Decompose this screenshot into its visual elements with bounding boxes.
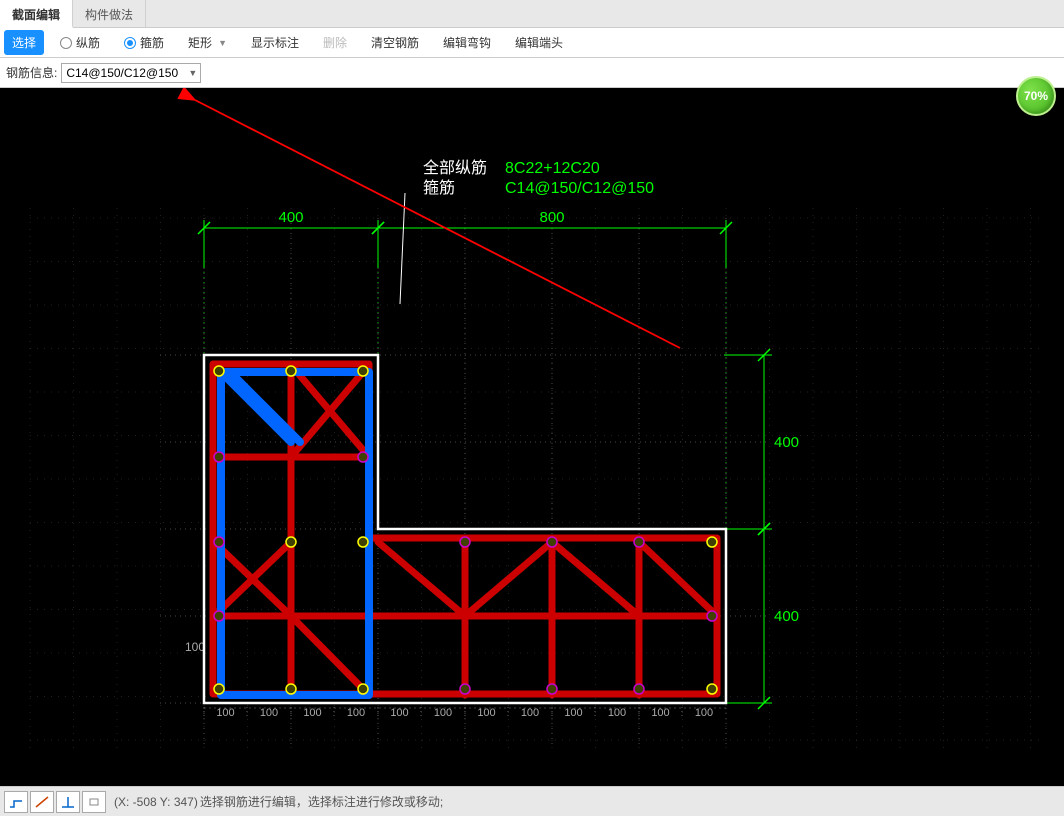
infobar: 钢筋信息: ▼ <box>0 58 1064 88</box>
svg-text:100: 100 <box>564 707 582 719</box>
status-bar: (X: -508 Y: 347) 选择钢筋进行编辑，选择标注进行修改或移动; <box>0 786 1064 816</box>
svg-text:400: 400 <box>278 209 303 226</box>
percent-badge[interactable]: 70% <box>1016 76 1056 116</box>
svg-text:100: 100 <box>347 707 365 719</box>
radio-longitudinal[interactable]: 纵筋 <box>52 30 108 55</box>
delete-button[interactable]: 删除 <box>315 30 355 55</box>
svg-text:100: 100 <box>608 707 626 719</box>
svg-text:全部纵筋: 全部纵筋 <box>423 159 487 177</box>
rebar-info-label: 钢筋信息: <box>6 64 57 81</box>
rebar-info-input[interactable] <box>61 63 201 83</box>
svg-text:100: 100 <box>434 707 452 719</box>
svg-text:100: 100 <box>651 707 669 719</box>
svg-text:100: 100 <box>477 707 495 719</box>
radio-stirrup[interactable]: 箍筋 <box>116 30 172 55</box>
rect-label: 矩形 <box>188 34 212 51</box>
svg-text:100: 100 <box>216 707 234 719</box>
svg-text:C14@150/C12@150: C14@150/C12@150 <box>505 180 654 197</box>
radio-longitudinal-label: 纵筋 <box>76 34 100 51</box>
edit-hook-button[interactable]: 编辑弯钩 <box>435 30 499 55</box>
status-message: 选择钢筋进行编辑，选择标注进行修改或移动; <box>200 793 443 810</box>
status-icon-1[interactable] <box>4 791 28 813</box>
chevron-down-icon: ▼ <box>218 38 227 48</box>
rebar-info-input-wrap: ▼ <box>61 63 201 83</box>
rect-button[interactable]: 矩形 ▼ <box>180 30 235 55</box>
status-icon-3[interactable] <box>56 791 80 813</box>
status-icon-4[interactable] <box>82 791 106 813</box>
toolbar: 选择 纵筋 箍筋 矩形 ▼ 显示标注 删除 清空钢筋 编辑弯钩 编辑端头 <box>0 28 1064 58</box>
edit-end-button[interactable]: 编辑端头 <box>507 30 571 55</box>
drawing-canvas[interactable]: 400 800 400 400 100 100 100 100 100 100 100 100 100 1… <box>0 88 1064 786</box>
radio-stirrup-label: 箍筋 <box>140 34 164 51</box>
svg-text:8C22+12C20: 8C22+12C20 <box>505 160 600 177</box>
svg-text:100: 100 <box>260 707 278 719</box>
tab-section-edit[interactable]: 截面编辑 <box>0 0 73 28</box>
show-label-button[interactable]: 显示标注 <box>243 30 307 55</box>
select-button[interactable]: 选择 <box>4 30 44 55</box>
status-coords: (X: -508 Y: 347) <box>114 795 198 809</box>
svg-text:100: 100 <box>521 707 539 719</box>
tab-bar: 截面编辑 构件做法 <box>0 0 1064 28</box>
svg-text:箍筋: 箍筋 <box>423 179 455 197</box>
clear-button[interactable]: 清空钢筋 <box>363 30 427 55</box>
tab-component-method[interactable]: 构件做法 <box>73 0 146 27</box>
svg-text:400: 400 <box>774 434 799 451</box>
svg-text:100: 100 <box>303 707 321 719</box>
status-icon-2[interactable] <box>30 791 54 813</box>
svg-text:100: 100 <box>185 640 205 654</box>
radio-icon <box>124 37 136 49</box>
radio-icon <box>60 37 72 49</box>
svg-text:100: 100 <box>390 707 408 719</box>
svg-text:100: 100 <box>695 707 713 719</box>
svg-text:400: 400 <box>774 608 799 625</box>
svg-text:800: 800 <box>539 209 564 226</box>
